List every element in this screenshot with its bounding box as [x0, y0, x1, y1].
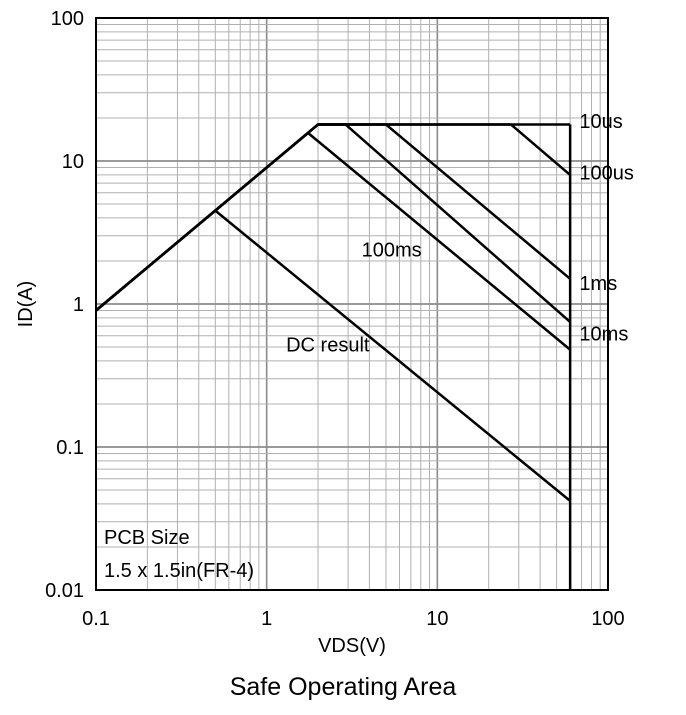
- y-tick-label: 1: [73, 294, 84, 316]
- series-100ms: [96, 133, 570, 350]
- curve-label: DC result: [286, 335, 370, 357]
- x-tick-label: 100: [591, 608, 624, 630]
- curve-label: 10ms: [579, 324, 628, 346]
- curve-label: 10us: [579, 111, 622, 133]
- grid-lines: [96, 18, 608, 590]
- y-tick-label: 0.1: [56, 437, 84, 459]
- y-tick-label: 10: [62, 151, 84, 173]
- y-tick-label: 0.01: [45, 580, 84, 602]
- x-tick-label: 10: [426, 608, 448, 630]
- curve-label: 1ms: [579, 273, 617, 295]
- pcb-spec-label: 1.5 x 1.5in(FR-4): [104, 560, 254, 582]
- x-tick-label: 0.1: [82, 608, 110, 630]
- x-axis-label: VDS(V): [318, 635, 386, 657]
- curve-label: 100ms: [362, 240, 422, 262]
- y-axis-label: ID(A): [15, 281, 37, 328]
- curve-label: 100us: [579, 163, 634, 185]
- series-lines: [96, 124, 570, 590]
- chart-caption: Safe Operating Area: [0, 673, 686, 702]
- pcb-size-label: PCB Size: [104, 527, 190, 549]
- x-tick-label: 1: [261, 608, 272, 630]
- y-tick-label: 100: [51, 8, 84, 30]
